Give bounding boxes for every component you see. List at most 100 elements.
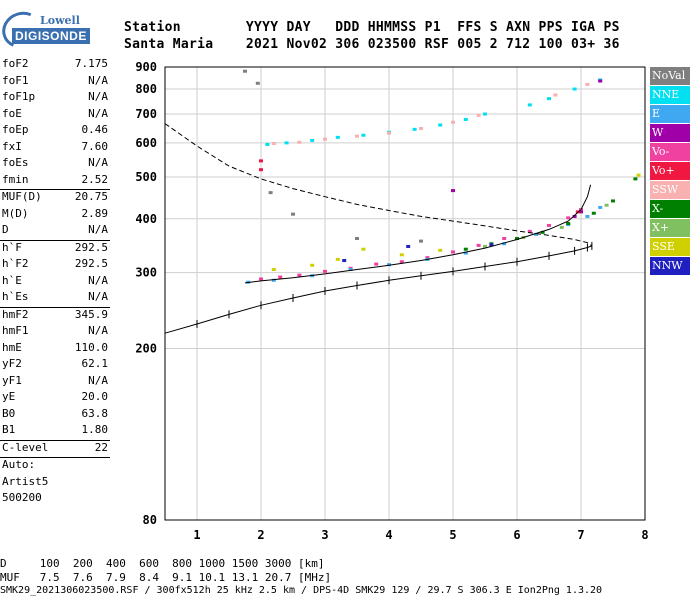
lowell-digisonde-logo: Lowell DIGISONDE — [0, 6, 112, 54]
param-value: 63.8 — [81, 406, 109, 420]
data-point — [297, 273, 302, 277]
x-tick-label: 5 — [449, 528, 456, 542]
x-tick-label: 2 — [257, 528, 264, 542]
data-point — [406, 244, 411, 248]
data-point — [348, 268, 353, 272]
legend-item: NNW — [650, 257, 690, 275]
data-point — [451, 120, 455, 124]
height-profile-line — [164, 245, 593, 334]
param-row: foF1 N/A — [0, 74, 112, 91]
data-point — [310, 263, 315, 267]
data-point — [342, 259, 347, 263]
param-key: h`F2 — [2, 257, 29, 270]
footer-file-info: SMK29_2021306023500.RSF / 300fx512h 25 k… — [0, 585, 603, 596]
param-key: C-level — [2, 440, 49, 454]
param-value: 110.0 — [74, 340, 108, 354]
param-row: B0 63.8 — [0, 407, 112, 424]
legend-item: NoVal — [650, 67, 690, 85]
data-point — [271, 278, 276, 282]
data-point — [425, 256, 430, 260]
param-key: hmE — [2, 340, 22, 354]
data-point — [387, 263, 391, 267]
data-point — [355, 236, 359, 240]
param-key: foF1p — [2, 90, 36, 103]
data-point — [585, 214, 590, 218]
data-point — [489, 243, 494, 247]
param-separator — [0, 306, 110, 308]
data-point — [585, 82, 590, 86]
data-point — [284, 141, 289, 145]
param-row: 500200 — [0, 491, 112, 508]
param-value: N/A — [88, 90, 108, 103]
param-value: 20.0 — [81, 390, 109, 403]
data-point — [323, 269, 327, 273]
data-point — [259, 168, 263, 172]
param-row: C-level 22 — [0, 441, 112, 458]
param-row: foE N/A — [0, 107, 112, 124]
y-tick-label: 300 — [135, 266, 157, 280]
data-point — [636, 173, 641, 177]
data-point — [451, 250, 455, 254]
param-key: 500200 — [2, 491, 42, 504]
legend-item: NNE — [650, 86, 690, 104]
param-key: yF2 — [2, 357, 22, 370]
data-point — [438, 123, 443, 127]
legend-item: Vo+ — [650, 162, 690, 180]
param-value: 2.89 — [81, 206, 109, 220]
param-key: B0 — [2, 406, 16, 420]
param-key: foF1 — [2, 73, 29, 87]
y-tick-label: 800 — [135, 82, 157, 96]
data-point — [451, 189, 455, 193]
param-key: fxI — [2, 139, 22, 153]
x-tick-label: 3 — [321, 528, 328, 542]
data-point — [572, 214, 577, 218]
data-point — [515, 236, 519, 240]
logo-line1: Lowell — [40, 14, 80, 27]
data-point — [335, 135, 340, 139]
plot-frame — [164, 66, 646, 521]
data-point — [566, 216, 571, 220]
data-point — [278, 275, 283, 279]
data-point — [374, 262, 379, 266]
data-point — [355, 134, 359, 138]
parameter-panel: foF2 7.175 foF1 N/A foF1p N/A foE N/A foEp 0.46 fx… — [0, 57, 112, 508]
footer-distance: D 100 200 400 600 800 1000 1500 3000 [km… — [0, 557, 325, 570]
param-row: B1 1.80 — [0, 423, 112, 440]
param-value: 22 — [94, 440, 108, 454]
data-point — [255, 81, 260, 85]
x-tick-label: 7 — [577, 528, 584, 542]
param-value: 20.75 — [74, 190, 108, 203]
footer-muf: MUF 7.5 7.6 7.9 8.4 9.1 10.1 13.1 20.7 [… — [0, 571, 332, 584]
x-tick-label: 6 — [513, 528, 520, 542]
data-point — [476, 113, 481, 117]
trace-line — [244, 184, 592, 284]
header-values: Santa Maria 2021 Nov02 306 023500 RSF 00… — [124, 37, 620, 52]
data-point — [527, 103, 532, 107]
param-value: 0.46 — [81, 123, 109, 136]
y-tick-label: 80 — [143, 513, 157, 527]
data-point — [598, 205, 603, 209]
param-value: 1.80 — [81, 423, 109, 436]
data-point — [297, 140, 302, 144]
legend-item: SSE — [650, 238, 690, 256]
data-point — [463, 251, 468, 255]
param-separator — [0, 189, 110, 190]
data-point — [547, 223, 551, 227]
data-point — [268, 191, 273, 195]
data-point — [540, 230, 545, 234]
x-tick-label: 8 — [641, 528, 648, 542]
data-point — [502, 242, 507, 246]
param-key: h`Es — [2, 290, 29, 303]
data-point — [361, 247, 366, 251]
param-row: hmE 110.0 — [0, 341, 112, 358]
param-key: M(D) — [2, 206, 29, 220]
param-value: 345.9 — [74, 307, 108, 321]
param-value: N/A — [88, 324, 108, 337]
param-value: 7.175 — [74, 57, 108, 70]
param-key: MUF(D) — [2, 190, 42, 203]
data-point — [463, 117, 468, 121]
y-tick-label: 500 — [135, 170, 157, 184]
param-key: foE — [2, 106, 22, 120]
legend-item: E — [650, 105, 690, 123]
